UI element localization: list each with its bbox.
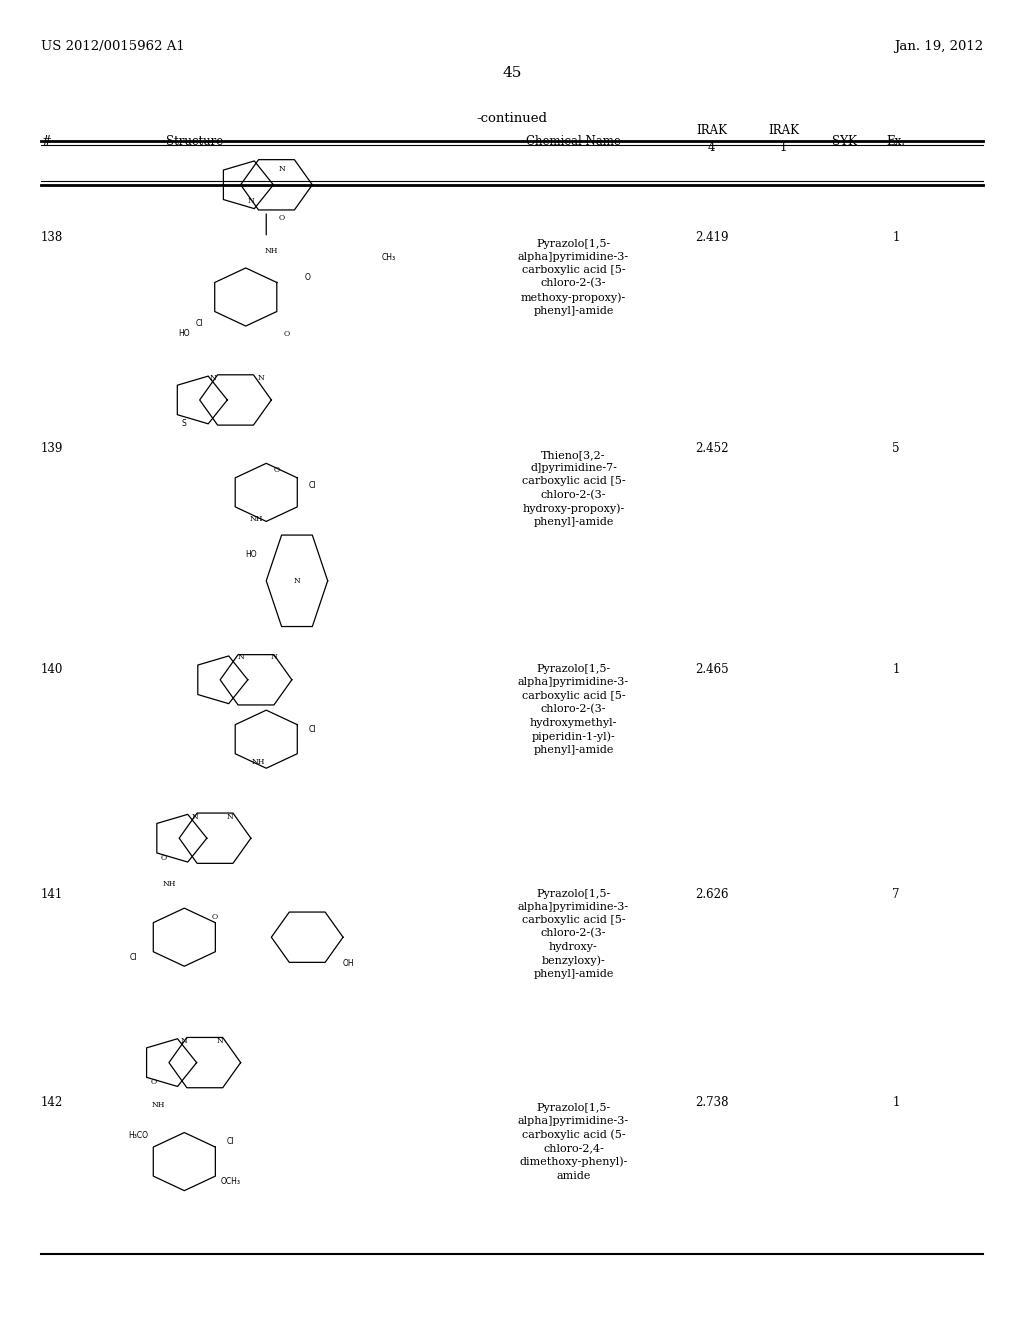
- Text: N: N: [248, 197, 254, 205]
- Text: Ex.: Ex.: [887, 135, 905, 148]
- Text: O: O: [279, 214, 285, 222]
- Text: 141: 141: [41, 888, 63, 900]
- Text: N: N: [271, 653, 278, 661]
- Text: 5: 5: [892, 442, 900, 455]
- Text: N: N: [238, 653, 244, 661]
- Text: N: N: [210, 374, 216, 381]
- Text: US 2012/0015962 A1: US 2012/0015962 A1: [41, 40, 184, 53]
- Text: CH₃: CH₃: [382, 253, 396, 261]
- Text: Jan. 19, 2012: Jan. 19, 2012: [894, 40, 983, 53]
- Text: Structure: Structure: [166, 135, 223, 148]
- Text: Pyrazolo[1,5-
alpha]pyrimidine-3-
carboxylic acid [5-
chloro-2-(3-
hydroxymethyl: Pyrazolo[1,5- alpha]pyrimidine-3- carbox…: [518, 664, 629, 755]
- Text: Chemical Name: Chemical Name: [526, 135, 621, 148]
- Text: #: #: [41, 135, 51, 148]
- Text: NH: NH: [251, 758, 265, 766]
- Text: N: N: [181, 1038, 187, 1045]
- Text: 138: 138: [41, 231, 63, 244]
- Text: IRAK: IRAK: [696, 124, 727, 137]
- Text: 2.452: 2.452: [695, 442, 728, 455]
- Text: S: S: [182, 420, 186, 428]
- Text: 1: 1: [892, 664, 900, 676]
- Text: N: N: [279, 165, 285, 173]
- Text: 1: 1: [892, 231, 900, 244]
- Text: N: N: [191, 813, 198, 821]
- Text: O: O: [284, 330, 290, 338]
- Text: N: N: [227, 813, 233, 821]
- Text: Thieno[3,2-
d]pyrimidine-7-
carboxylic acid [5-
chloro-2-(3-
hydroxy-propoxy)-
p: Thieno[3,2- d]pyrimidine-7- carboxylic a…: [521, 450, 626, 527]
- Text: N: N: [294, 577, 300, 585]
- Text: OH: OH: [342, 960, 354, 968]
- Text: NH: NH: [162, 880, 176, 888]
- Text: 2.738: 2.738: [695, 1096, 728, 1109]
- Text: 4: 4: [708, 141, 716, 154]
- Text: O: O: [161, 854, 167, 862]
- Text: O: O: [273, 466, 280, 474]
- Text: O: O: [212, 913, 218, 921]
- Text: O: O: [151, 1078, 157, 1086]
- Text: 2.419: 2.419: [695, 231, 728, 244]
- Text: 139: 139: [41, 442, 63, 455]
- Text: N: N: [258, 374, 264, 381]
- Text: Cl: Cl: [196, 319, 204, 327]
- Text: Cl: Cl: [308, 726, 316, 734]
- Text: HO: HO: [245, 550, 257, 558]
- Text: 2.465: 2.465: [695, 664, 728, 676]
- Text: NH: NH: [249, 515, 263, 523]
- Text: Cl: Cl: [308, 482, 316, 490]
- Text: NH: NH: [152, 1101, 166, 1109]
- Text: OCH₃: OCH₃: [220, 1177, 241, 1185]
- Text: SYK: SYK: [833, 135, 857, 148]
- Text: O: O: [304, 273, 310, 281]
- Text: 142: 142: [41, 1096, 63, 1109]
- Text: H₃CO: H₃CO: [128, 1131, 148, 1139]
- Text: HO: HO: [178, 330, 190, 338]
- Text: NH: NH: [264, 247, 279, 255]
- Text: 2.626: 2.626: [695, 888, 728, 900]
- Text: 45: 45: [503, 66, 521, 79]
- Text: 7: 7: [892, 888, 900, 900]
- Text: Cl: Cl: [226, 1138, 234, 1146]
- Text: Pyrazolo[1,5-
alpha]pyrimidine-3-
carboxylic acid (5-
chloro-2,4-
dimethoxy-phen: Pyrazolo[1,5- alpha]pyrimidine-3- carbox…: [518, 1104, 629, 1180]
- Text: N: N: [217, 1038, 223, 1045]
- Text: Pyrazolo[1,5-
alpha]pyrimidine-3-
carboxylic acid [5-
chloro-2-(3-
methoxy-propo: Pyrazolo[1,5- alpha]pyrimidine-3- carbox…: [518, 239, 629, 315]
- Text: Cl: Cl: [129, 953, 137, 961]
- Text: IRAK: IRAK: [768, 124, 799, 137]
- Text: Pyrazolo[1,5-
alpha]pyrimidine-3-
carboxylic acid [5-
chloro-2-(3-
hydroxy-
benz: Pyrazolo[1,5- alpha]pyrimidine-3- carbox…: [518, 888, 629, 979]
- Text: 1: 1: [892, 1096, 900, 1109]
- Text: 1: 1: [779, 141, 787, 154]
- Text: -continued: -continued: [476, 112, 548, 125]
- Text: 140: 140: [41, 664, 63, 676]
